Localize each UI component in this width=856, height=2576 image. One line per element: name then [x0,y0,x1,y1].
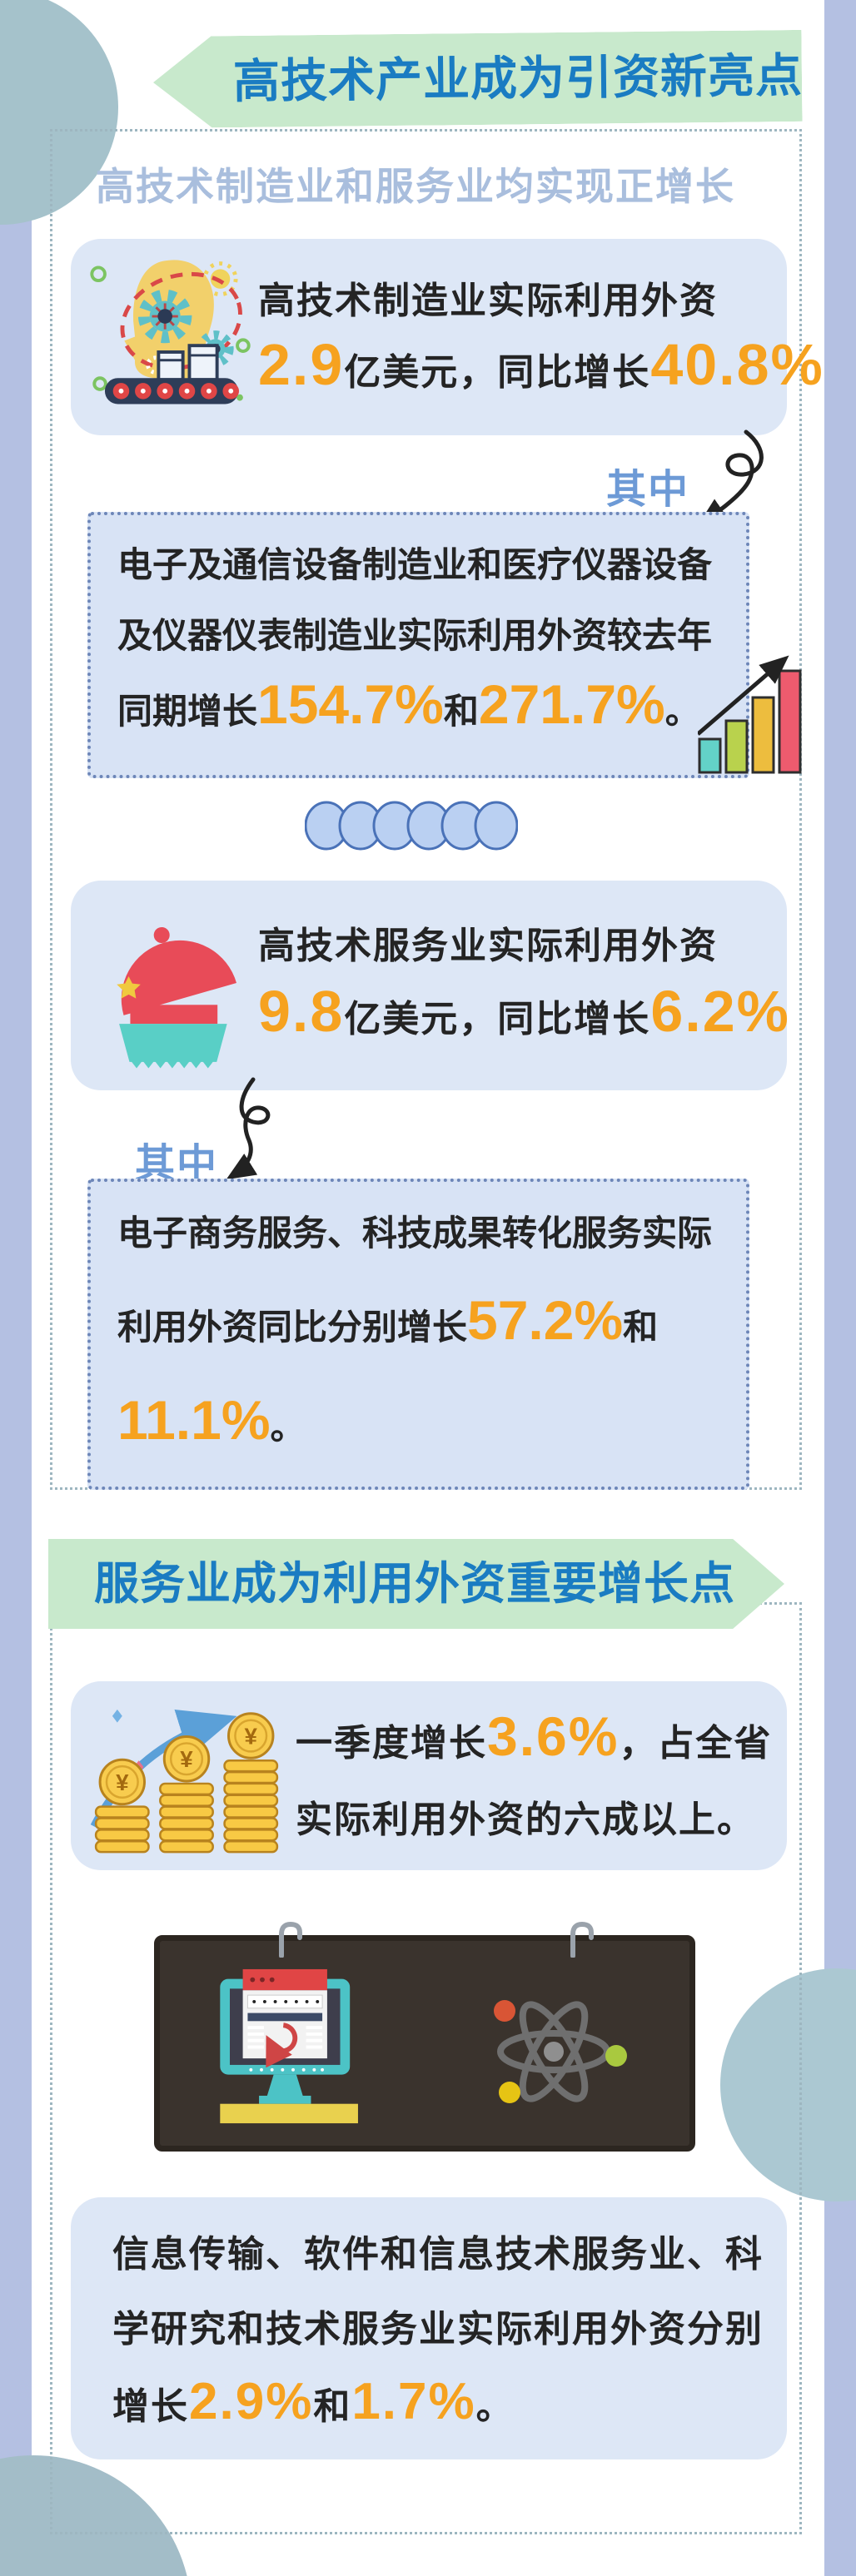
info-line1: 信息传输、软件和信息技术服务业、科 [112,2234,764,2275]
detail-box-electronics [87,512,749,778]
detail1-and: 和 [443,692,479,731]
manufacturing-unit: 亿美元，同比增长 [344,352,651,393]
service-title: 高技术服务业实际利用外资 [258,926,718,966]
manufacturing-growth: 40.8% [650,332,824,397]
growth-bars-icon [698,649,804,776]
service-unit: 亿美元，同比增长 [344,999,651,1040]
manufacturing-title: 高技术制造业实际利用外资 [258,280,718,321]
coin-yuan-symbol: ¥ [245,1723,258,1749]
info-period: 。 [475,2386,515,2427]
detail1-line2: 及仪器仪表制造业实际利用外资较去年 [117,616,713,655]
blackboard-illustration [154,1921,695,2152]
computer-monitor-icon [220,1968,366,2126]
detail2-period: 。 [270,1407,306,1447]
detail2-value2: 11.1% [117,1389,271,1451]
brain-gears-icon [82,250,261,420]
coins-growth-icon: ¥ ¥ ¥ [83,1696,291,1861]
growth-value: 3.6% [487,1705,620,1767]
detail1-line1: 电子及通信设备制造业和医疗仪器设备 [117,545,713,584]
detail2-line1: 电子商务服务、科技成果转化服务实际 [117,1214,713,1253]
detail1-value1: 154.7% [257,673,444,735]
manufacturing-value: 2.9 [258,332,345,397]
growth-suffix: ，占全省 [619,1723,773,1764]
growth-prefix: 一季度增长 [296,1723,487,1764]
info-value1: 2.9% [189,2373,314,2430]
growth-line2: 实际利用外资的六成以上。 [296,1799,755,1840]
detail2-line3: 11.1% 。 [117,1388,306,1452]
section1-subtitle: 高技术制造业和服务业均实现正增长 [96,165,735,208]
banner-hightech: 高技术产业成为引资新亮点 [152,30,802,128]
info-value2: 1.7% [351,2373,476,2430]
detail2-line2: 利用外资同比分别增长 57.2% 和 [117,1288,658,1352]
service-cloche-icon [87,892,254,1077]
service-growth: 6.2% [650,979,790,1044]
hanger-hook-icon [276,1921,306,1958]
info-line3: 增长 2.9% 和 1.7% 。 [112,2372,515,2431]
detail2-prefix: 利用外资同比分别增长 [117,1308,468,1347]
detail1-prefix: 同期增长 [117,692,258,731]
curly-arrow-1-icon [674,429,779,541]
atom-icon [475,1996,633,2108]
left-side-bar [0,0,32,2576]
curly-arrow-2-icon [210,1077,301,1184]
banner-hightech-label: 高技术产业成为引资新亮点 [232,48,804,108]
coin-yuan-symbol: ¥ [180,1746,193,1772]
banner-service-sector: 服务业成为利用外资重要增长点 [48,1539,784,1629]
info-line2: 学研究和技术服务业实际利用外资分别 [112,2309,764,2350]
dots-divider-icon [305,799,518,852]
detail1-line3: 同期增长 154.7% 和 271.7% 。 [117,673,700,736]
detail2-and: 和 [623,1308,659,1347]
among-label-1: 其中 [606,468,690,512]
card-info-services [71,2197,787,2459]
service-value: 9.8 [258,979,345,1044]
growth-line1: 一季度增长 3.6% ，占全省 [296,1705,772,1768]
info-prefix: 增长 [112,2386,189,2427]
hanger-hook-icon [568,1921,598,1958]
detail2-value1: 57.2% [467,1289,624,1351]
manufacturing-value-line: 2.9 亿美元，同比增长 40.8% [258,331,824,398]
coin-yuan-symbol: ¥ [116,1769,129,1795]
banner-service-sector-label: 服务业成为利用外资重要增长点 [94,1559,735,1609]
service-value-line: 9.8 亿美元，同比增长 6.2% [258,978,790,1045]
info-and: 和 [313,2386,352,2427]
detail1-period: 。 [664,692,700,731]
detail-box-ecommerce [87,1179,749,1490]
detail1-value2: 271.7% [478,673,665,735]
